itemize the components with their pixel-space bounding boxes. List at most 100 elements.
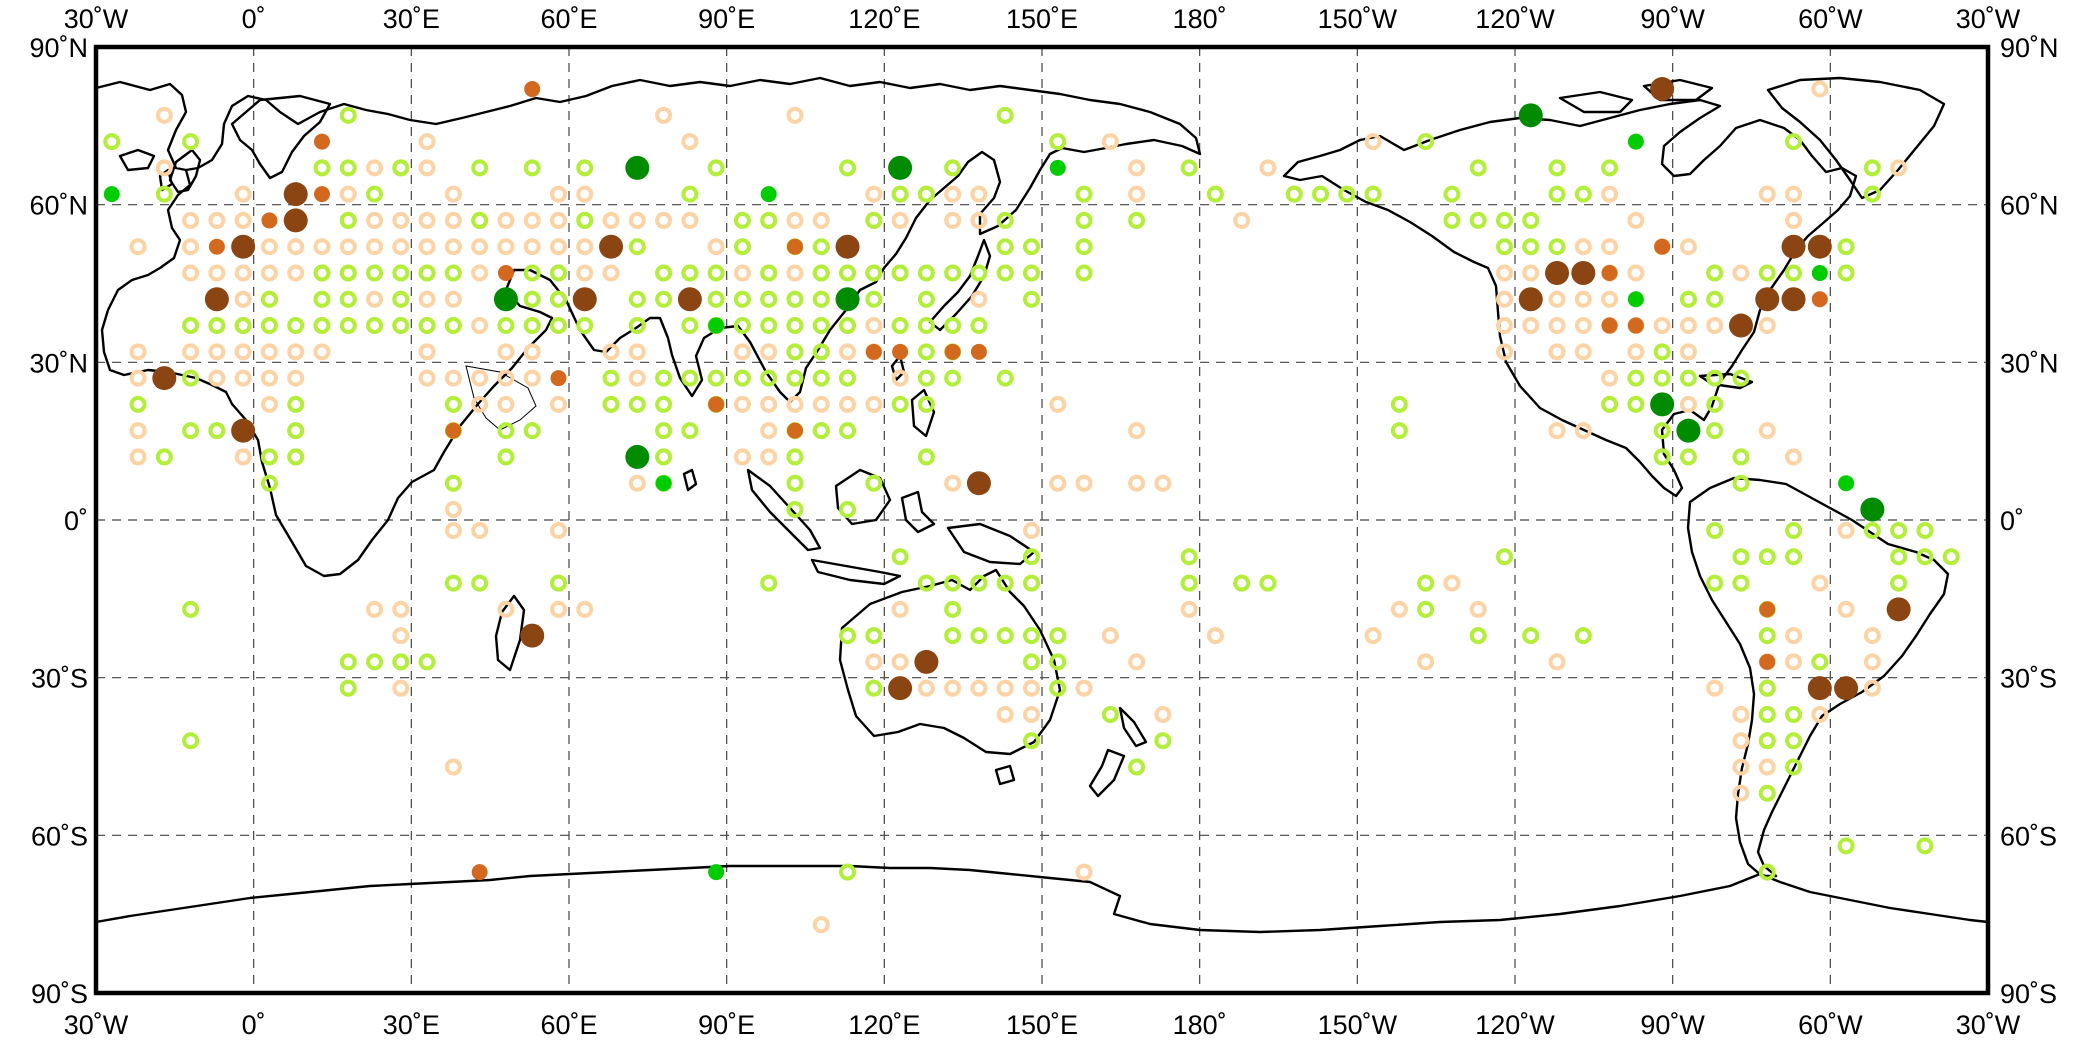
station-ring-light-peach [1495,290,1513,308]
station-ring-light-peach [812,395,830,413]
station-ring-yellow-green [313,290,331,308]
station-ring-yellow-green [260,474,278,492]
station-ring-light-peach [1785,448,1803,466]
station-ring-light-peach [1075,679,1093,697]
coastline-new-guinea [946,522,1036,566]
station-ring-light-peach [471,317,489,335]
graticule [96,47,1988,993]
y-tick-label-left: 30˚N [29,348,88,378]
x-tick-label-top: 30˚W [64,4,129,34]
station-ring-light-peach [628,369,646,387]
station-ring-yellow-green [1022,653,1040,671]
station-ring-yellow-green [681,369,699,387]
station-ring-light-peach [392,238,410,256]
station-ring-light-peach [260,369,278,387]
station-ring-yellow-green [733,211,751,229]
station-ring-yellow-green [1022,264,1040,282]
station-ring-yellow-green [681,264,699,282]
station-ring-light-peach [392,211,410,229]
station-ring-light-peach [549,522,567,540]
station-ring-light-peach [760,448,778,466]
station-ring-yellow-green [182,317,200,335]
station-dot-dark-brown [231,234,256,259]
station-ring-light-peach [970,290,988,308]
station-ring-yellow-green [996,211,1014,229]
station-ring-light-peach [208,264,226,282]
station-ring-yellow-green [523,264,541,282]
station-ring-yellow-green [1522,627,1540,645]
station-ring-yellow-green [944,627,962,645]
station-dot-orange-brown [708,396,725,413]
station-dot-orange-brown [865,343,882,360]
station-ring-yellow-green [1627,369,1645,387]
station-ring-yellow-green [786,474,804,492]
station-ring-light-peach [1259,159,1277,177]
y-tick-label-right: 30˚N [2000,348,2059,378]
axis-tick-labels: 30˚W 0˚ 30˚E 60˚E 90˚E 120˚E 150˚E 180˚ 150˚W 120… [29,4,2058,1040]
station-ring-yellow-green [497,422,515,440]
station-ring-yellow-green [1417,133,1435,151]
station-ring-light-peach [1758,317,1776,335]
station-ring-yellow-green [786,500,804,518]
station-ring-light-peach [418,290,436,308]
station-ring-yellow-green [1312,185,1330,203]
station-ring-light-peach [260,395,278,413]
station-ring-yellow-green [1785,264,1803,282]
station-ring-yellow-green [1180,548,1198,566]
station-ring-light-peach [1417,653,1435,671]
station-dot-bright-green [1627,133,1644,150]
x-tick-label-top: 180˚ [1173,4,1227,34]
y-tick-label-right: 0˚ [2000,506,2024,536]
station-dot-dark-brown [1781,234,1806,259]
station-ring-light-peach [523,369,541,387]
station-ring-yellow-green [681,317,699,335]
station-ring-yellow-green [208,422,226,440]
station-dot-dark-brown [1650,77,1675,102]
station-ring-yellow-green [1785,705,1803,723]
station-dot-bright-green [655,475,672,492]
station-ring-yellow-green [392,317,410,335]
coastline-madagascar [494,594,526,672]
station-ring-yellow-green [917,290,935,308]
station-ring-yellow-green [1364,185,1382,203]
station-ring-light-peach [786,211,804,229]
x-tick-label-top: 30˚E [383,4,440,34]
station-ring-light-peach [891,369,909,387]
station-ring-light-peach [1785,627,1803,645]
station-ring-light-peach [576,264,594,282]
coastline-south-america [1686,476,1950,878]
station-ring-light-peach [1601,290,1619,308]
station-ring-light-peach [1469,600,1487,618]
station-dot-dark-brown [835,234,860,259]
station-ring-yellow-green [392,264,410,282]
coastline-iceland [118,148,156,172]
station-ring-yellow-green [839,264,857,282]
station-ring-yellow-green [471,159,489,177]
station-ring-yellow-green [1837,264,1855,282]
station-ring-yellow-green [1022,732,1040,750]
station-dot-orange-brown [892,343,909,360]
station-ring-yellow-green [1837,238,1855,256]
station-ring-yellow-green [944,264,962,282]
station-ring-light-peach [287,238,305,256]
station-ring-yellow-green [944,574,962,592]
station-ring-yellow-green [1128,211,1146,229]
station-ring-yellow-green [839,159,857,177]
station-ring-light-peach [655,211,673,229]
station-dot-orange-brown [497,264,514,281]
station-ring-light-peach [1785,185,1803,203]
station-ring-light-peach [287,369,305,387]
station-ring-light-peach [1364,133,1382,151]
station-ring-yellow-green [339,211,357,229]
station-ring-yellow-green [733,369,751,387]
station-dot-bright-green [103,186,120,203]
x-tick-label-bottom: 90˚E [698,1010,755,1040]
station-ring-light-peach [970,679,988,697]
station-ring-light-peach [1627,343,1645,361]
station-ring-light-peach [418,133,436,151]
coastline-arctic-islands [1558,78,1714,114]
station-ring-yellow-green [182,369,200,387]
station-ring-light-peach [392,679,410,697]
station-ring-light-peach [392,627,410,645]
